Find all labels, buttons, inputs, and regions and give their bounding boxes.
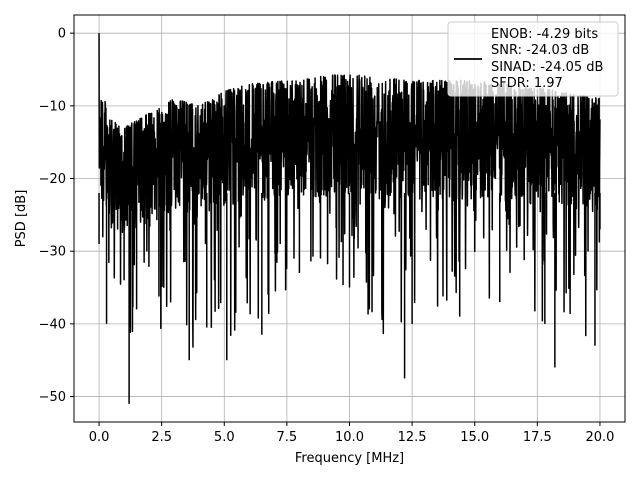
x-tick-label: 17.5	[523, 430, 552, 445]
x-tick-label: 10.0	[335, 430, 364, 445]
y-tick-label: −50	[39, 390, 66, 405]
legend-label-sfdr: SFDR: 1.97	[491, 76, 563, 91]
x-tick-label: 15.0	[460, 430, 489, 445]
y-axis: 0 −10 −20 −30 −40 −50	[39, 27, 74, 405]
legend-label-sinad: SINAD: -24.05 dB	[491, 60, 603, 75]
plot-area	[98, 33, 601, 404]
legend-label-snr: SNR: -24.03 dB	[491, 43, 589, 58]
x-axis: 0.0 2.5 5.0 7.5 10.0 12.5 15.0 17.5 20.0	[89, 422, 614, 445]
y-tick-label: −30	[39, 245, 66, 260]
y-tick-label: 0	[58, 27, 66, 42]
y-tick-label: −20	[39, 172, 66, 187]
y-axis-title: PSD [dB]	[14, 190, 29, 248]
legend-box	[447, 21, 619, 97]
legend-label-enob: ENOB: -4.29 bits	[491, 27, 598, 42]
y-tick-label: −40	[39, 317, 66, 332]
x-tick-label: 2.5	[151, 430, 172, 445]
x-tick-label: 0.0	[89, 430, 110, 445]
legend: ENOB: -4.29 bits SNR: -24.03 dB SINAD: -…	[447, 21, 619, 97]
x-axis-title: Frequency [MHz]	[295, 451, 404, 466]
x-tick-label: 5.0	[214, 430, 235, 445]
y-tick-label: −10	[39, 99, 66, 114]
x-tick-label: 7.5	[277, 430, 298, 445]
psd-series-line	[98, 33, 601, 404]
x-tick-label: 20.0	[585, 430, 614, 445]
x-tick-label: 12.5	[398, 430, 427, 445]
